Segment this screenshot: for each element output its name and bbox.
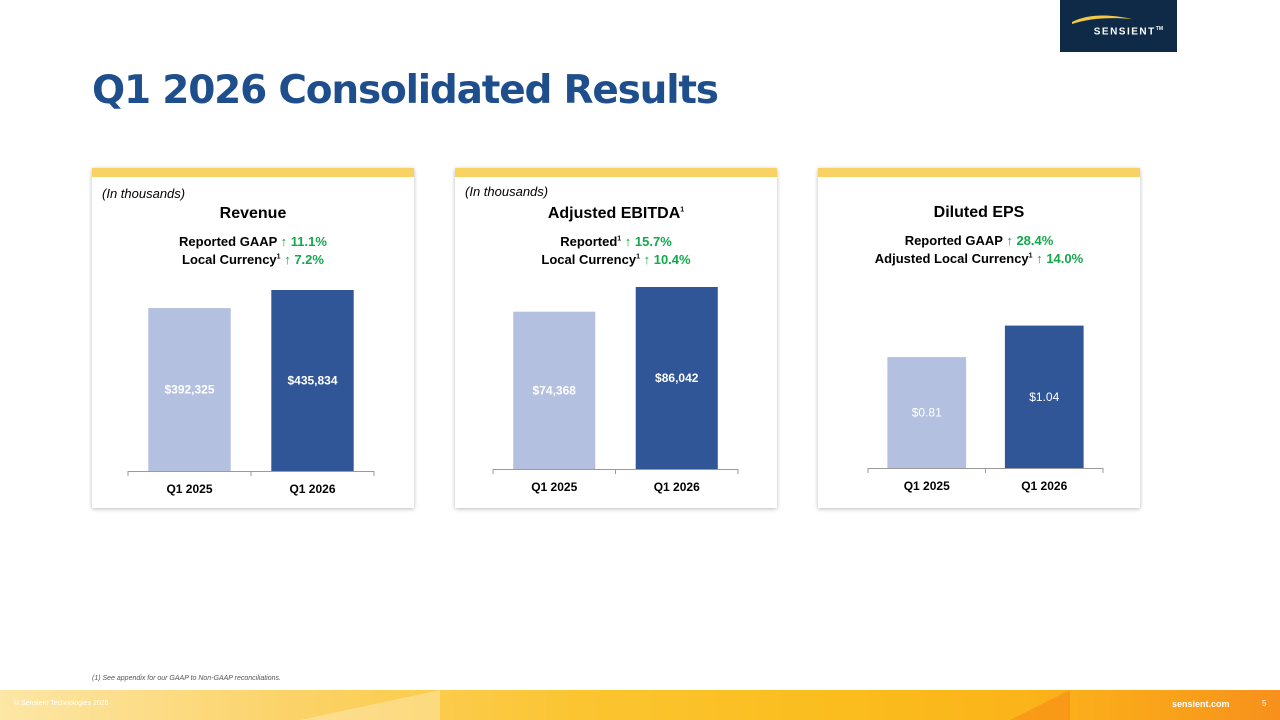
bar-q1-2025 [513, 311, 596, 469]
up-arrow-icon: ↑ [280, 234, 288, 249]
x-tick-label: Q1 2025 [166, 482, 212, 496]
card-heading: Diluted EPS [933, 204, 1025, 221]
growth-value: 11.1% [290, 234, 327, 249]
adjusted-ebitda-bar-chart: $74,368 Q1 2025 $86,042 Q1 2026 [492, 287, 739, 494]
footer-decoration [1010, 690, 1070, 720]
bar-data-label: $1.04 [1029, 390, 1059, 404]
logo-text: SENSIENTTM [1093, 26, 1163, 38]
up-arrow-icon: ↑ [284, 252, 291, 267]
up-arrow-icon: ↑ [1006, 233, 1013, 248]
local-currency-growth-line: Adjusted Local Currency1 ↑ 14.0% [818, 251, 1140, 266]
bar-data-label: $0.81 [912, 406, 942, 420]
diluted-eps-bar-chart: $0.81 Q1 2025 $1.04 Q1 2026 [867, 325, 1104, 493]
reported-growth-line: Reported GAAP ↑ 11.1% [92, 234, 414, 249]
growth-value: 7.2% [294, 252, 324, 267]
card-note: (In thousands) [465, 184, 549, 199]
slide-title: Q1 2026 Consolidated Results [92, 68, 719, 113]
x-tick-label: Q1 2025 [531, 480, 577, 494]
x-tick-label: Q1 2026 [1021, 479, 1067, 493]
revenue-bar-chart: $392,325 Q1 2025 $435,834 Q1 2026 [127, 290, 375, 496]
up-arrow-icon: ↑ [1036, 251, 1043, 266]
diluted-eps-card: Diluted EPS Reported GAAP ↑ 28.4% Adjust… [818, 168, 1140, 508]
page-number: 5 [1262, 699, 1267, 708]
footnote-marker: 1 [636, 253, 640, 261]
bar-data-label: $392,325 [164, 383, 214, 397]
growth-label: Adjusted Local Currency [874, 251, 1029, 266]
bar-q1-2025 [887, 357, 967, 468]
growth-value: 10.4% [653, 252, 691, 267]
up-arrow-icon: ↑ [624, 234, 632, 249]
card-accent-bar [455, 168, 777, 177]
x-tick-label: Q1 2026 [654, 480, 700, 494]
growth-label: Reported [560, 234, 618, 249]
card-accent-bar [92, 168, 414, 177]
footer-copyright: © Sensient Technologies 2026 [14, 700, 109, 707]
reported-growth-line: Reported GAAP ↑ 28.4% [818, 233, 1140, 248]
local-currency-growth-line: Local Currency1 ↑ 10.4% [455, 252, 777, 267]
growth-label: Local Currency [182, 252, 277, 267]
card-accent-bar [818, 168, 1140, 177]
growth-label: Reported GAAP [904, 233, 1003, 248]
growth-value: 28.4% [1016, 233, 1054, 248]
footnote: (1) See appendix for our GAAP to Non-GAA… [92, 675, 281, 682]
bar-q1-2026 [1004, 325, 1084, 468]
reported-growth-line: Reported1 ↑ 15.7% [455, 234, 777, 249]
x-tick-label: Q1 2026 [289, 482, 335, 496]
card-heading: Adjusted EBITDA1 [547, 205, 685, 222]
footer-bar: © Sensient Technologies 2026 sensient.co… [0, 690, 1280, 720]
footer-decoration [300, 690, 440, 720]
bar-q1-2025 [148, 308, 231, 471]
card-note: (In thousands) [102, 186, 186, 201]
sensient-logo: SENSIENTTM [1060, 0, 1177, 52]
growth-value: 14.0% [1046, 251, 1084, 266]
local-currency-growth-line: Local Currency1 ↑ 7.2% [92, 252, 414, 267]
bar-q1-2026 [635, 287, 718, 469]
logo-swoosh-icon [1072, 15, 1132, 24]
bar-q1-2026 [271, 290, 354, 471]
x-tick-label: Q1 2025 [904, 479, 950, 493]
growth-label: Reported GAAP [179, 234, 278, 249]
footer-url-link[interactable]: sensient.com [1172, 699, 1230, 709]
footnote-marker: 1 [617, 235, 622, 243]
bar-data-label: $74,368 [533, 383, 577, 397]
card-heading: Revenue [219, 205, 287, 222]
growth-label: Local Currency [541, 252, 637, 267]
growth-value: 15.7% [634, 234, 672, 249]
revenue-card: (In thousands) Revenue Reported GAAP ↑ 1… [92, 168, 414, 508]
bar-data-label: $435,834 [287, 374, 337, 388]
footnote-marker: 1 [680, 206, 685, 214]
adjusted-ebitda-card: (In thousands) Adjusted EBITDA1 Reported… [455, 168, 777, 508]
footnote-marker: 1 [276, 253, 281, 261]
footnote-marker: 1 [1028, 252, 1033, 260]
up-arrow-icon: ↑ [643, 252, 651, 267]
bar-data-label: $86,042 [655, 371, 699, 385]
